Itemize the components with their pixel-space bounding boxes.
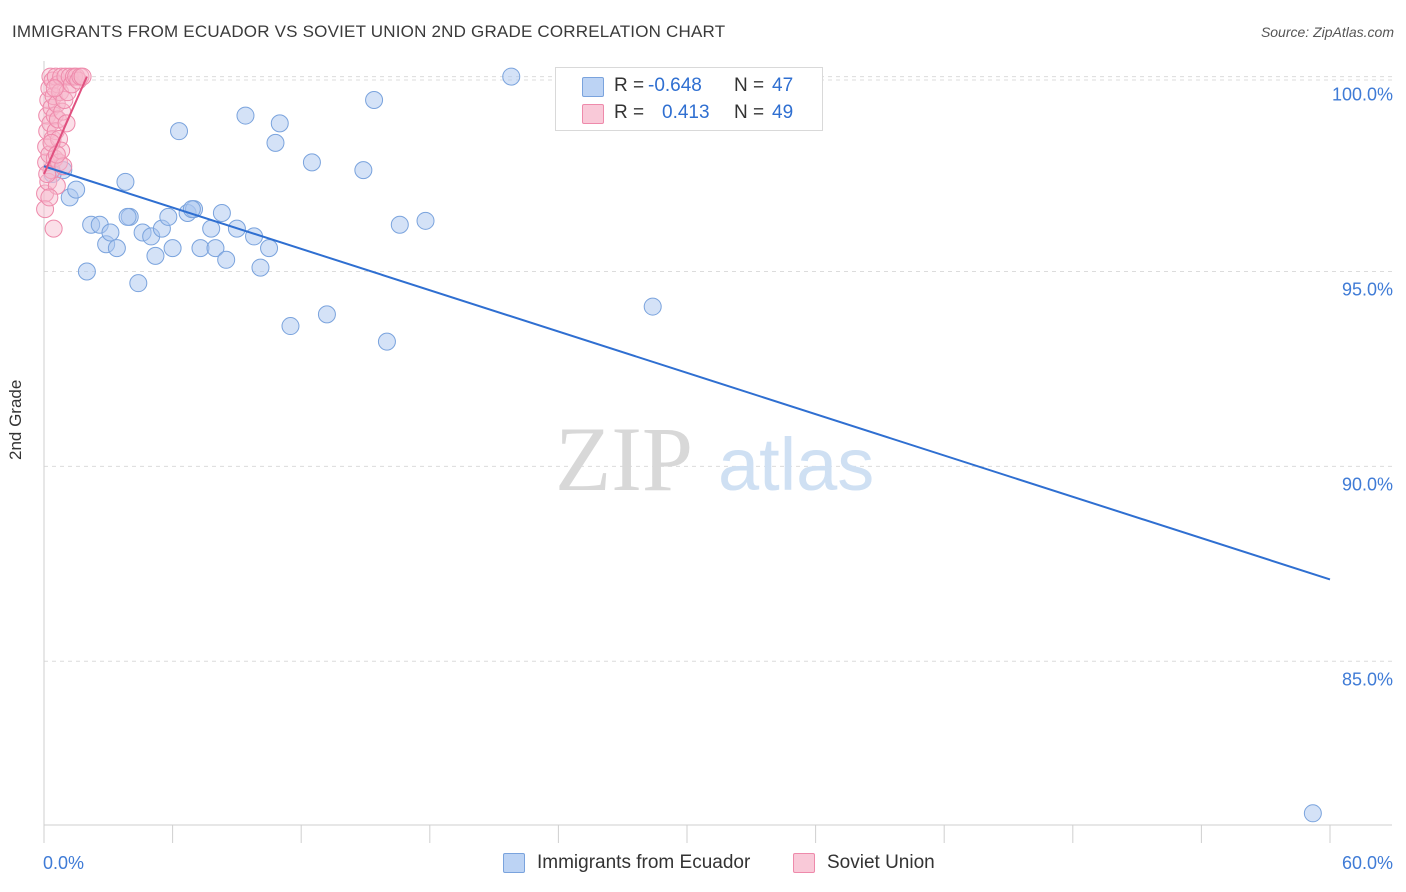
watermark-zip: ZIP — [555, 408, 693, 510]
ecuador-point — [159, 207, 178, 226]
y-tick-label: 90.0% — [1342, 474, 1393, 494]
ecuador-point — [365, 90, 384, 109]
legend-row-soviet: R = 0.413 N = 49 — [556, 100, 822, 126]
legend-swatch-soviet — [793, 853, 815, 873]
tick-labels: 85.0% 90.0% 95.0% 100.0% 0.0% 60.0% — [43, 85, 1393, 873]
ecuador-point — [302, 153, 321, 172]
ecuador-point — [163, 239, 182, 258]
ecuador-point — [212, 204, 231, 223]
ecuador-points — [43, 67, 1322, 823]
x-tick-label: 60.0% — [1342, 853, 1393, 873]
ecuador-point — [129, 274, 148, 293]
legend-item-ecuador: Immigrants from Ecuador — [503, 852, 750, 874]
legend-label-soviet: Soviet Union — [827, 852, 935, 873]
soviet-point — [73, 67, 92, 86]
legend-r-label: R = — [614, 102, 645, 123]
ecuador-point — [217, 250, 236, 269]
axes — [43, 61, 1392, 843]
legend-n-label: N = — [734, 102, 765, 123]
legend-item-soviet: Soviet Union — [793, 852, 935, 874]
ecuador-trend-line — [43, 165, 1331, 581]
soviet-point — [40, 188, 59, 207]
soviet-point — [36, 200, 55, 219]
ecuador-point — [377, 332, 396, 351]
legend-swatch-ecuador — [503, 853, 525, 873]
ecuador-point — [281, 317, 300, 336]
soviet-point — [44, 219, 63, 238]
chart-title: IMMIGRANTS FROM ECUADOR VS SOVIET UNION … — [12, 22, 726, 41]
x-tick-label: 0.0% — [43, 853, 84, 873]
ecuador-point — [251, 258, 270, 277]
ecuador-point — [354, 161, 373, 180]
stats-legend: R = -0.648 N = 47 R = 0.413 N = 49 — [555, 67, 823, 131]
y-axis-label: 2nd Grade — [6, 379, 25, 460]
y-tick-label: 95.0% — [1342, 279, 1393, 299]
legend-swatch-soviet — [582, 104, 604, 124]
ecuador-point — [260, 239, 279, 258]
y-tick-label: 85.0% — [1342, 669, 1393, 689]
watermark-atlas: atlas — [718, 423, 874, 506]
ecuador-point — [146, 246, 165, 265]
legend-r-value: 0.413 — [662, 102, 710, 123]
ecuador-point — [101, 223, 120, 242]
ecuador-point — [77, 262, 96, 281]
legend-row-ecuador: R = -0.648 N = 47 — [556, 73, 822, 99]
soviet-trend-line — [43, 76, 88, 175]
ecuador-point — [236, 106, 255, 125]
legend-label-ecuador: Immigrants from Ecuador — [537, 852, 751, 873]
ecuador-point — [266, 133, 285, 152]
y-tick-label: 100.0% — [1332, 85, 1393, 105]
ecuador-point — [116, 172, 135, 191]
soviet-point — [45, 79, 64, 98]
legend-n-value: 47 — [772, 75, 794, 96]
ecuador-point — [107, 239, 126, 258]
ecuador-point — [270, 114, 289, 133]
grid-lines — [44, 76, 1392, 662]
soviet-points — [36, 67, 92, 238]
ecuador-point — [390, 215, 409, 234]
legend-r-value: -0.648 — [648, 75, 702, 96]
trend-lines — [43, 76, 1331, 581]
ecuador-point — [67, 180, 86, 199]
legend-r-label: R = — [614, 75, 645, 96]
ecuador-point — [1303, 804, 1322, 823]
legend-swatch-ecuador — [582, 77, 604, 97]
legend-n-label: N = — [734, 75, 765, 96]
series-legend: Immigrants from Ecuador Soviet Union — [0, 852, 1406, 878]
ecuador-point — [416, 211, 435, 230]
soviet-point — [39, 172, 58, 191]
ecuador-point — [643, 297, 662, 316]
ecuador-point — [317, 305, 336, 324]
ecuador-point — [502, 67, 521, 86]
watermark: ZIP atlas — [555, 408, 874, 510]
ecuador-point — [191, 239, 210, 258]
ecuador-point — [118, 207, 137, 226]
source-credit: Source: ZipAtlas.com — [1260, 24, 1394, 40]
ecuador-point — [170, 122, 189, 141]
legend-n-value: 49 — [772, 102, 794, 123]
ecuador-point — [206, 239, 225, 258]
